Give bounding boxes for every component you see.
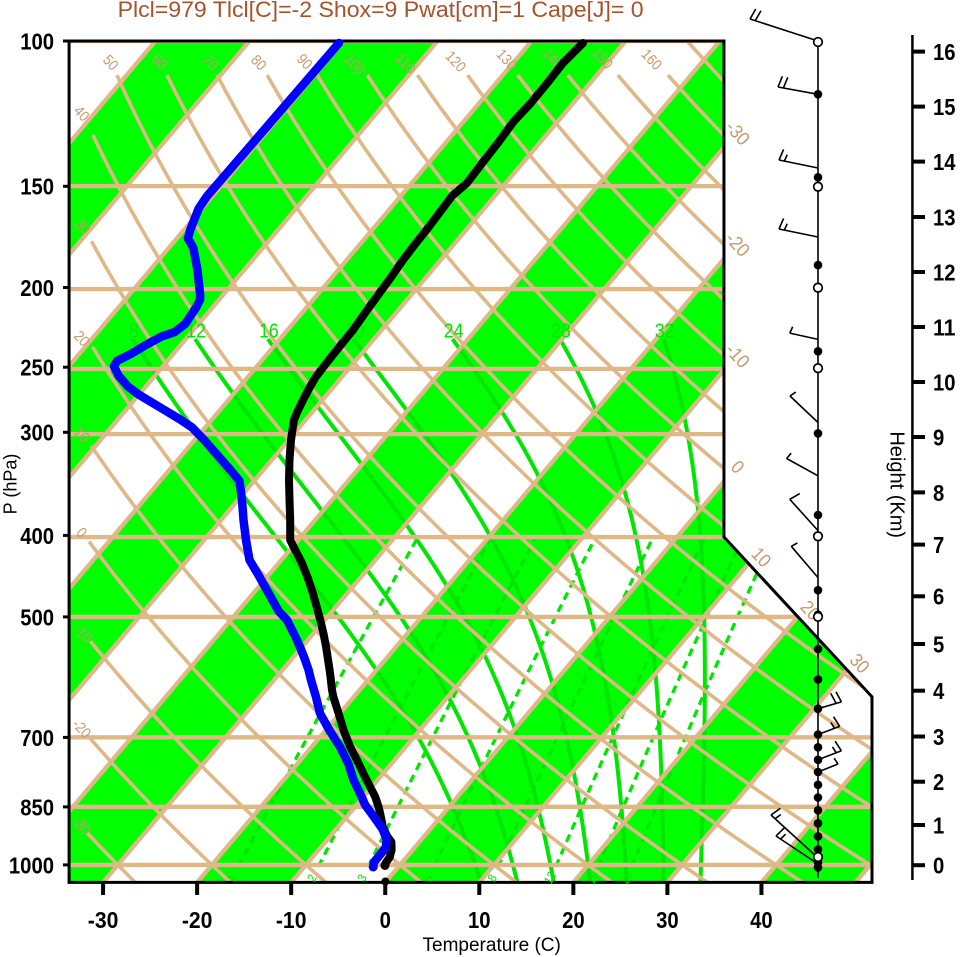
svg-text:11: 11 [933,314,956,340]
svg-text:400: 400 [20,523,54,549]
svg-text:28: 28 [551,321,571,343]
svg-text:10: 10 [933,369,956,395]
svg-text:32: 32 [655,321,675,343]
svg-text:13: 13 [933,204,956,230]
svg-text:20: 20 [562,907,585,933]
svg-text:12: 12 [541,869,559,886]
svg-text:150: 150 [20,174,54,200]
svg-text:10: 10 [468,907,491,933]
svg-text:8: 8 [129,321,139,343]
svg-text:300: 300 [20,420,54,446]
svg-text:850: 850 [20,794,54,820]
svg-text:0: 0 [380,907,391,933]
svg-text:-30: -30 [88,907,119,933]
svg-text:Temperature (C): Temperature (C) [423,935,561,956]
svg-text:40: 40 [750,907,773,933]
svg-text:0: 0 [933,853,944,879]
svg-text:14: 14 [933,149,956,175]
svg-text:16: 16 [584,869,602,886]
svg-text:30: 30 [656,907,679,933]
svg-text:15: 15 [933,94,956,120]
svg-text:8: 8 [933,480,944,506]
svg-text:500: 500 [20,604,54,630]
svg-text:-10: -10 [276,907,307,933]
svg-text:1: 1 [933,812,944,838]
svg-text:9: 9 [933,424,944,450]
svg-text:-20: -20 [182,907,213,933]
svg-text:100: 100 [20,28,54,54]
svg-text:250: 250 [20,355,54,381]
svg-text:2: 2 [933,769,944,795]
svg-text:Plcl=979 Tlcl[C]=-2 Shox=9 Pwa: Plcl=979 Tlcl[C]=-2 Shox=9 Pwat[cm]=1 Ca… [118,0,644,22]
svg-text:3: 3 [933,724,944,750]
svg-text:P (hPa): P (hPa) [0,454,20,515]
svg-text:1000: 1000 [9,852,54,878]
svg-text:12: 12 [933,259,956,285]
svg-text:6: 6 [933,584,944,610]
svg-text:200: 200 [20,275,54,301]
svg-text:7: 7 [933,532,944,558]
svg-text:24: 24 [444,321,464,343]
svg-text:12: 12 [186,321,206,343]
svg-text:Height (Km): Height (Km) [886,431,908,538]
svg-text:700: 700 [20,725,54,751]
svg-text:16: 16 [933,39,956,65]
svg-text:4: 4 [933,678,944,704]
svg-text:20: 20 [617,869,635,886]
svg-text:5: 5 [933,631,944,657]
svg-text:16: 16 [259,321,279,343]
